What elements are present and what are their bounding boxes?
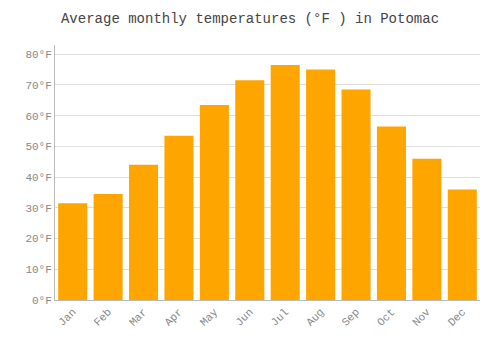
svg-text:30°F: 30°F xyxy=(25,203,51,215)
svg-text:60°F: 60°F xyxy=(25,111,51,123)
svg-text:10°F: 10°F xyxy=(25,264,51,276)
svg-text:50°F: 50°F xyxy=(25,141,51,153)
svg-text:Dec: Dec xyxy=(446,306,468,328)
svg-text:Jul: Jul xyxy=(269,306,291,328)
svg-text:Nov: Nov xyxy=(410,306,433,329)
svg-text:Feb: Feb xyxy=(92,306,114,328)
svg-text:Aug: Aug xyxy=(304,306,326,328)
svg-text:Mar: Mar xyxy=(127,306,149,328)
svg-text:Average monthly temperatures (: Average monthly temperatures (°F ) in Po… xyxy=(61,11,439,27)
svg-text:May: May xyxy=(198,306,221,329)
svg-text:0°F: 0°F xyxy=(32,295,52,307)
svg-text:Oct: Oct xyxy=(375,306,397,328)
svg-text:80°F: 80°F xyxy=(25,49,51,61)
svg-text:Jun: Jun xyxy=(233,306,255,328)
svg-text:Apr: Apr xyxy=(162,306,184,328)
svg-text:Sep: Sep xyxy=(340,306,362,328)
svg-text:70°F: 70°F xyxy=(25,80,51,92)
svg-text:20°F: 20°F xyxy=(25,233,51,245)
svg-text:Jan: Jan xyxy=(56,306,78,328)
svg-text:40°F: 40°F xyxy=(25,172,51,184)
